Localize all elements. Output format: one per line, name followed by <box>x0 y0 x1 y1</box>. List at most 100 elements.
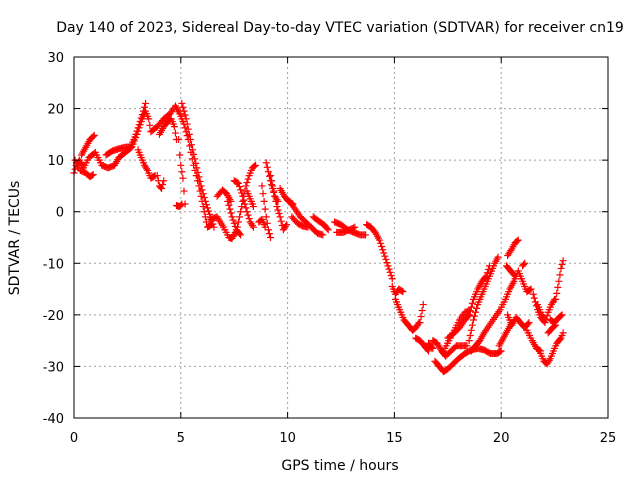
data-point <box>520 261 528 269</box>
series-s14 <box>232 161 260 236</box>
data-point <box>465 311 473 319</box>
data-point <box>224 197 232 205</box>
data-point <box>185 130 193 138</box>
data-point <box>508 319 516 327</box>
series-s25 <box>309 213 332 234</box>
data-point <box>466 331 474 339</box>
data-point <box>378 243 386 251</box>
y-tick-label: 20 <box>47 103 64 118</box>
y-tick-label: 10 <box>47 154 64 169</box>
data-point <box>268 181 276 189</box>
data-point <box>551 322 559 330</box>
data-point <box>234 218 242 226</box>
data-point <box>190 150 198 158</box>
data-point <box>171 129 179 137</box>
data-point <box>237 186 245 194</box>
data-point <box>239 192 247 200</box>
data-point <box>267 234 275 241</box>
data-point <box>180 107 188 115</box>
series-s17 <box>224 197 245 239</box>
series-s10 <box>173 200 186 211</box>
series-s33 <box>429 337 471 360</box>
data-point <box>236 230 244 238</box>
series-s8 <box>155 115 181 144</box>
data-point <box>381 252 389 260</box>
data-point <box>150 172 158 180</box>
data-point <box>182 115 190 123</box>
data-point <box>153 172 161 180</box>
data-point <box>236 183 244 191</box>
x-tick-label: 0 <box>70 431 78 446</box>
data-point <box>274 197 282 205</box>
data-point <box>180 187 188 195</box>
data-point <box>273 196 281 204</box>
data-point <box>484 265 492 273</box>
y-tick-label: -10 <box>43 257 64 272</box>
series-s18 <box>258 182 275 241</box>
data-point <box>202 201 210 209</box>
data-point <box>187 141 195 149</box>
series-s48 <box>534 301 548 321</box>
data-point <box>541 319 549 327</box>
data-point <box>481 273 489 281</box>
data-point <box>281 222 289 230</box>
data-point <box>417 313 425 321</box>
data-point <box>324 226 332 234</box>
data-point <box>467 303 475 311</box>
data-point <box>234 179 242 187</box>
data-point <box>557 312 565 320</box>
series-s12 <box>207 213 239 243</box>
data-point <box>197 182 205 190</box>
data-point <box>236 213 244 221</box>
y-axis-label: SDTVAR / TECUs <box>7 181 23 296</box>
data-point <box>261 205 269 213</box>
data-point <box>428 343 436 351</box>
data-point <box>204 204 211 212</box>
data-point <box>244 175 252 183</box>
data-point <box>192 159 200 167</box>
series-s15 <box>230 177 257 231</box>
x-tick-label: 10 <box>279 431 296 446</box>
series-s30 <box>391 295 423 334</box>
data-point <box>274 206 282 214</box>
data-point <box>557 264 565 272</box>
data-point <box>350 224 358 232</box>
data-point <box>429 344 437 352</box>
y-tick-label: -40 <box>43 412 64 427</box>
series-s42 <box>504 311 533 332</box>
series-s41 <box>504 236 522 260</box>
data-point <box>160 177 168 185</box>
data-point <box>494 253 502 261</box>
series-s52 <box>552 257 567 303</box>
series-s27 <box>333 223 359 236</box>
data-point <box>552 295 560 303</box>
data-point <box>181 124 189 132</box>
data-point <box>249 223 257 231</box>
data-point <box>387 272 395 280</box>
data-point <box>242 204 250 212</box>
data-point <box>507 247 515 255</box>
series-s6 <box>134 146 159 182</box>
data-point <box>186 136 194 144</box>
y-tick-label: -30 <box>43 360 64 375</box>
data-point <box>425 347 433 355</box>
data-point <box>183 120 191 128</box>
data-point <box>468 321 476 329</box>
data-point <box>497 347 505 355</box>
data-point <box>202 218 210 226</box>
data-point <box>238 189 246 197</box>
data-point <box>241 200 249 208</box>
data-point <box>559 329 567 337</box>
x-tick-label: 25 <box>600 431 617 446</box>
data-point <box>283 221 291 229</box>
data-point <box>514 236 522 244</box>
data-point <box>132 130 140 138</box>
data-point <box>362 231 370 239</box>
data-point <box>199 190 207 198</box>
series-s43 <box>495 319 516 350</box>
x-tick-label: 20 <box>493 431 510 446</box>
data-point <box>524 320 532 328</box>
data-point <box>146 121 154 129</box>
